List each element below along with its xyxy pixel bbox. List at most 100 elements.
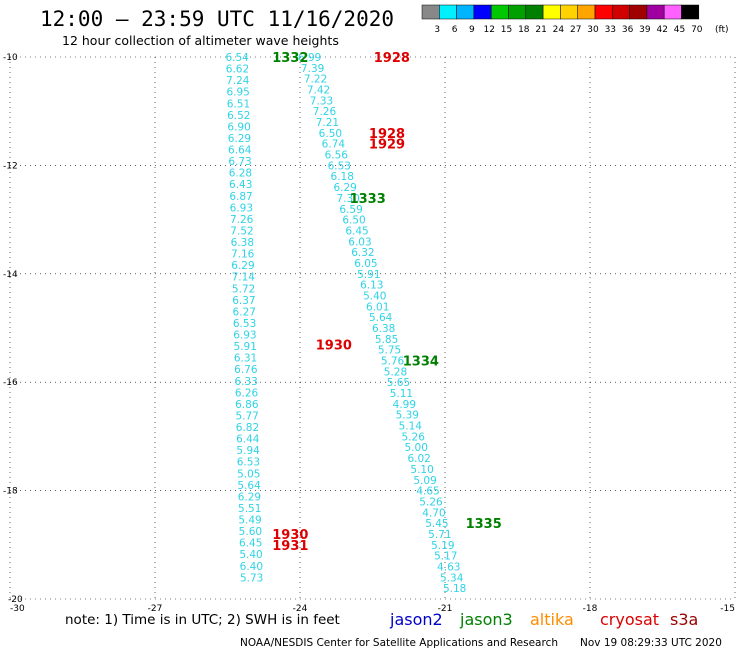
wave-height-value: 6.28: [229, 168, 252, 180]
wave-height-value: 5.19: [431, 540, 454, 552]
wave-height-value: 6.76: [234, 364, 258, 376]
timestamp-text: Nov 19 08:29:33 UTC 2020: [580, 637, 722, 649]
satellite-legend-label: altika: [530, 610, 574, 629]
color-scale-label: 9: [469, 25, 475, 35]
x-tick-label: -30: [10, 604, 25, 614]
wave-height-value: 6.18: [331, 171, 354, 183]
page-title: 12:00 – 23:59 UTC 11/16/2020: [40, 7, 394, 31]
wave-height-value: 6.29: [228, 133, 251, 145]
color-scale-label: 45: [674, 25, 685, 35]
wave-height-value: 6.50: [342, 215, 365, 227]
wave-height-value: 6.38: [372, 323, 395, 335]
pass-number-label: 1334: [403, 355, 439, 370]
pass-number-label: 1335: [466, 517, 502, 532]
wave-height-value: 5.65: [387, 377, 410, 389]
satellite-legend-label: s3a: [670, 610, 698, 629]
wave-height-value: 7.30: [336, 193, 359, 205]
page-subtitle: 12 hour collection of altimeter wave hei…: [62, 33, 339, 48]
wave-height-value: 5.51: [238, 503, 261, 515]
color-scale-label: 36: [622, 25, 634, 35]
color-scale-label: 12: [483, 25, 494, 35]
wave-height-value: 6.29: [231, 260, 254, 272]
color-scale-label: 39: [639, 25, 651, 35]
wave-height-value: 7.39: [301, 63, 324, 75]
wave-height-value: 6.95: [226, 87, 249, 99]
y-tick-label: -10: [3, 53, 18, 63]
wave-height-value: 7.14: [232, 272, 256, 284]
satellite-legend-label: jason3: [459, 610, 513, 629]
wave-height-value: 6.50: [319, 128, 342, 140]
wave-height-value: 5.85: [375, 334, 398, 346]
y-tick-label: -16: [3, 378, 18, 388]
wave-height-value: 5.49: [238, 515, 261, 527]
color-scale-label: 27: [570, 25, 581, 35]
wave-height-value: 6.03: [348, 236, 371, 248]
color-swatch: [473, 4, 492, 20]
color-swatch: [629, 4, 648, 20]
color-swatch: [577, 4, 596, 20]
wave-height-value: 5.91: [357, 269, 380, 281]
wave-height-value: 7.21: [316, 117, 339, 129]
wave-height-value: 6.01: [366, 301, 389, 313]
wave-height-value: 5.71: [428, 529, 451, 541]
wave-height-value: 6.29: [238, 491, 261, 503]
wave-height-value: 6.93: [230, 202, 253, 214]
wave-height-value: 5.91: [234, 341, 257, 353]
wave-height-value: 7.26: [313, 106, 337, 118]
wave-height-value: 5.26: [402, 431, 426, 443]
y-tick-label: -12: [3, 161, 18, 171]
color-scale-label: 3: [434, 25, 440, 35]
color-swatch: [560, 4, 578, 20]
wave-height-value: 6.32: [351, 247, 374, 259]
satellite-legend: jason2 jason3 altika cryosat s3a: [389, 610, 698, 629]
credit-text: NOAA/NESDIS Center for Satellite Applica…: [240, 637, 558, 649]
wave-height-value: 6.53: [237, 457, 260, 469]
pass-number-label: 1332: [272, 51, 308, 66]
wave-height-value: 7.33: [310, 95, 333, 107]
color-scale-legend: 3 6 9 12 15 18 21 24 27 30 33 36 39 42 45 70 (ft): [421, 4, 729, 35]
pass-number-label: 1928: [369, 127, 405, 142]
wave-height-value: 6.99: [298, 52, 321, 64]
wave-height-value: 6.13: [360, 280, 383, 292]
wave-height-value: 6.33: [234, 376, 257, 388]
pass-number-label: 1333: [350, 192, 386, 207]
wave-height-value: 5.64: [369, 312, 393, 324]
satellite-legend-label: cryosat: [600, 610, 659, 629]
wave-height-value: 5.28: [384, 366, 407, 378]
color-swatch: [594, 4, 613, 20]
wave-height-value: 6.45: [345, 225, 368, 237]
wave-height-value: 6.82: [236, 422, 259, 434]
wave-height-value: 5.94: [236, 445, 260, 457]
y-tick-label: -18: [3, 487, 18, 497]
wave-height-value: 4.99: [393, 399, 416, 411]
color-scale-label: 30: [587, 25, 599, 35]
wave-height-value: 6.93: [233, 330, 256, 342]
wave-height-value: 5.26: [419, 496, 443, 508]
pass-number-label: 1931: [272, 539, 308, 554]
wave-height-value: 7.16: [231, 249, 255, 261]
wave-height-value: 5.10: [410, 464, 433, 476]
wave-height-value: 6.45: [239, 538, 262, 550]
wave-height-value: 7.24: [226, 75, 250, 87]
wave-height-value: 4.70: [422, 507, 445, 519]
pass-number-label: 1930: [316, 338, 352, 353]
wave-height-value: 6.56: [325, 150, 349, 162]
wave-height-value: 5.09: [413, 475, 436, 487]
wave-height-value: 6.73: [228, 156, 251, 168]
color-scale-unit: (ft): [715, 25, 729, 35]
color-swatch: [646, 4, 665, 20]
wave-height-value: 5.76: [381, 356, 405, 368]
wave-height-value: 5.75: [378, 345, 401, 357]
color-scale-label: 24: [553, 25, 565, 35]
wave-height-value: 6.38: [231, 237, 254, 249]
wave-height-value: 7.52: [230, 225, 253, 237]
wave-height-value: 6.26: [235, 387, 259, 399]
wave-height-value: 6.27: [233, 306, 256, 318]
color-swatch: [525, 4, 544, 20]
wave-height-value: 5.64: [237, 480, 261, 492]
color-scale-label: 6: [452, 25, 458, 35]
y-tick-label: -14: [3, 270, 18, 280]
wave-height-value: 6.53: [233, 318, 256, 330]
axis-tick-labels: -30 -27 -24 -21 -18 -15 -10 -12 -14 -16 -18 -20: [3, 53, 735, 614]
